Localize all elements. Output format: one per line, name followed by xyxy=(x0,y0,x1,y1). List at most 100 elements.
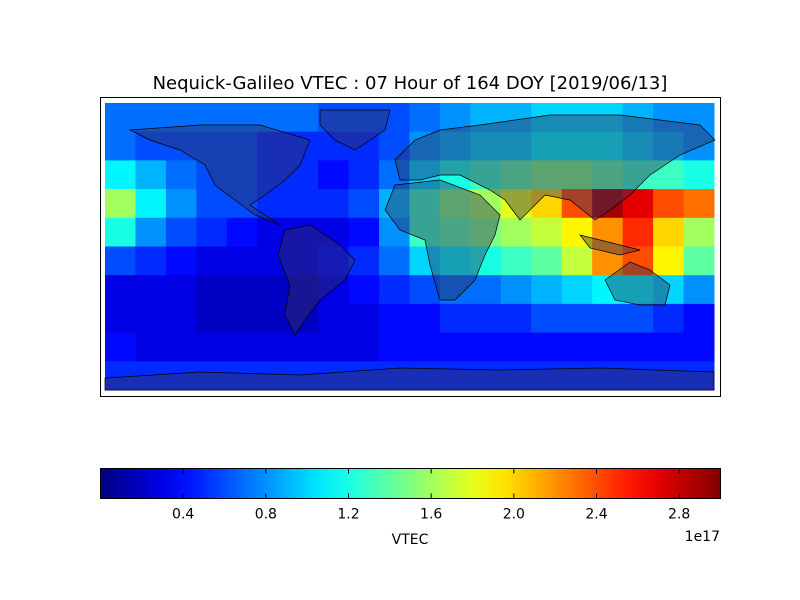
heatmap-cell xyxy=(561,332,593,362)
heatmap-cell xyxy=(196,332,228,362)
heatmap-cell xyxy=(409,189,441,219)
heatmap-cell xyxy=(287,246,319,276)
heatmap-cell xyxy=(653,103,685,133)
heatmap-cell xyxy=(653,361,685,391)
heatmap-cell xyxy=(318,361,350,391)
heatmap-cell xyxy=(470,303,502,334)
heatmap-cell xyxy=(531,332,563,362)
heatmap-cell xyxy=(105,217,136,247)
heatmap-cell xyxy=(622,361,654,391)
heatmap-cell xyxy=(226,332,258,362)
heatmap-cell xyxy=(379,361,410,391)
heatmap-cell xyxy=(500,303,532,334)
heatmap-cell xyxy=(135,160,167,190)
heatmap-cell xyxy=(592,361,624,391)
heatmap-cell xyxy=(135,189,167,219)
heatmap-cell xyxy=(287,332,319,362)
heatmap-cell xyxy=(135,103,167,133)
colorbar-tick-label: 1.6 xyxy=(420,507,442,523)
heatmap-cell xyxy=(561,217,593,247)
heatmap-cell xyxy=(226,361,258,391)
heatmap-cell xyxy=(531,361,563,391)
heatmap-cell xyxy=(318,217,350,247)
heatmap xyxy=(105,103,715,391)
colorbar xyxy=(100,468,721,499)
heatmap-cell xyxy=(592,131,624,161)
heatmap-cell xyxy=(196,275,228,305)
heatmap-cell xyxy=(683,160,715,190)
heatmap-cell xyxy=(348,332,380,362)
heatmap-cell xyxy=(500,361,532,391)
heatmap-cell xyxy=(348,131,380,161)
heatmap-cell xyxy=(622,160,654,190)
heatmap-cell xyxy=(531,275,563,305)
heatmap-cell xyxy=(257,131,289,161)
colorbar-label: VTEC xyxy=(392,532,429,548)
heatmap-cell xyxy=(409,217,441,247)
heatmap-cell xyxy=(653,303,685,334)
heatmap-cell xyxy=(257,217,289,247)
heatmap-cell xyxy=(683,131,715,161)
heatmap-cell xyxy=(287,103,319,133)
heatmap-cell xyxy=(683,246,715,276)
heatmap-cell xyxy=(105,332,136,362)
heatmap-cell xyxy=(379,189,410,219)
heatmap-cell xyxy=(409,303,441,334)
heatmap-cell xyxy=(226,217,258,247)
heatmap-cell xyxy=(379,332,410,362)
heatmap-cell xyxy=(318,103,350,133)
heatmap-cell xyxy=(439,332,471,362)
heatmap-cell xyxy=(105,361,136,391)
heatmap-cell xyxy=(348,189,380,219)
heatmap-cell xyxy=(379,131,410,161)
heatmap-cell xyxy=(105,275,136,305)
heatmap-cell xyxy=(318,131,350,161)
heatmap-cell xyxy=(318,160,350,190)
heatmap-cell xyxy=(409,275,441,305)
heatmap-cell xyxy=(592,303,624,334)
colorbar-tick-label: 0.8 xyxy=(255,507,277,523)
heatmap-cell xyxy=(318,246,350,276)
colorbar-tick-label: 2.4 xyxy=(585,507,607,523)
heatmap-cell xyxy=(287,361,319,391)
heatmap-cell xyxy=(470,131,502,161)
heatmap-cell xyxy=(287,275,319,305)
heatmap-cell xyxy=(196,189,228,219)
heatmap-cell xyxy=(318,303,350,334)
heatmap-cell xyxy=(653,217,685,247)
heatmap-cell xyxy=(653,246,685,276)
heatmap-cell xyxy=(105,303,136,334)
heatmap-cell xyxy=(287,217,319,247)
heatmap-cell xyxy=(622,332,654,362)
heatmap-cell xyxy=(683,217,715,247)
heatmap-cell xyxy=(196,303,228,334)
heatmap-cell xyxy=(165,303,197,334)
heatmap-cell xyxy=(561,246,593,276)
heatmap-cell xyxy=(592,160,624,190)
heatmap-cell xyxy=(196,361,228,391)
heatmap-cell xyxy=(105,160,136,190)
heatmap-cell xyxy=(379,160,410,190)
heatmap-cell xyxy=(257,246,289,276)
heatmap-cell xyxy=(348,361,380,391)
heatmap-cell xyxy=(409,332,441,362)
heatmap-cell xyxy=(592,275,624,305)
heatmap-cell xyxy=(653,189,685,219)
heatmap-cell xyxy=(348,246,380,276)
heatmap-cell xyxy=(379,275,410,305)
heatmap-cell xyxy=(622,303,654,334)
heatmap-cell xyxy=(348,303,380,334)
heatmap-cell xyxy=(287,189,319,219)
heatmap-cell xyxy=(135,217,167,247)
heatmap-cell xyxy=(470,217,502,247)
heatmap-cell xyxy=(196,131,228,161)
heatmap-cell xyxy=(165,361,197,391)
heatmap-cell xyxy=(409,103,441,133)
heatmap-cell xyxy=(257,361,289,391)
heatmap-cell xyxy=(409,160,441,190)
heatmap-cell xyxy=(165,332,197,362)
heatmap-cell xyxy=(531,103,563,133)
heatmap-cell xyxy=(500,246,532,276)
heatmap-cell xyxy=(226,246,258,276)
